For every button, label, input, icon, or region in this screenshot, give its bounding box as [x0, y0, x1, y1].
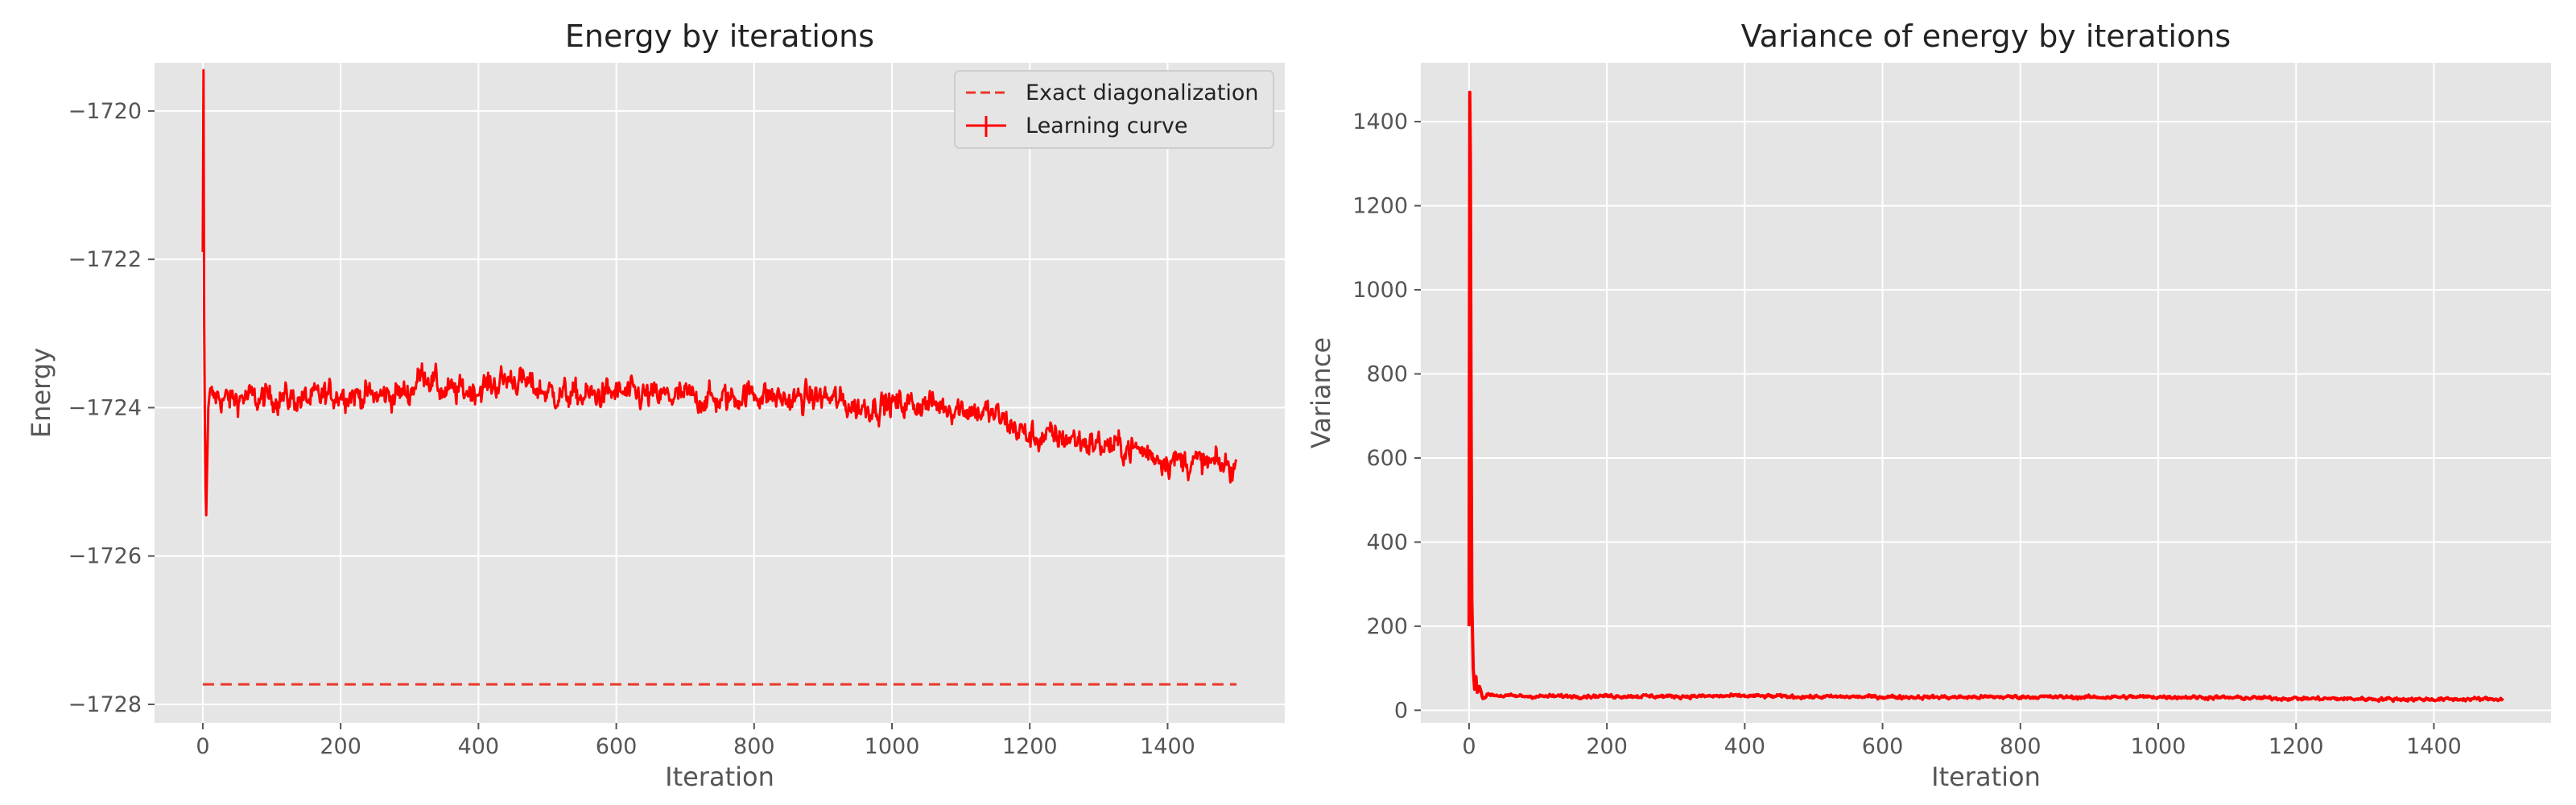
energy-series-group [201, 68, 1238, 686]
x-tick-label: 800 [733, 734, 775, 759]
x-tick-label: 1000 [865, 734, 920, 759]
series-variance-line [1467, 90, 2504, 704]
variance-plot-area [1421, 63, 2551, 723]
x-tick-label: 1200 [2268, 734, 2324, 759]
y-tick-label: 800 [1366, 361, 1408, 386]
variance-x-ticks: 0 200 400 600 800 1000 1200 1400 [1462, 723, 2462, 759]
y-tick-label: 200 [1366, 614, 1408, 639]
x-tick-label: 1200 [1002, 734, 1058, 759]
x-tick-label: 1400 [2406, 734, 2462, 759]
x-tick-label: 200 [1586, 734, 1628, 759]
y-tick-label: 400 [1366, 530, 1408, 555]
x-tick-label: 400 [1724, 734, 1766, 759]
variance-y-axis-label: Variance [1306, 337, 1336, 448]
energy-y-axis-label: Energy [26, 348, 56, 438]
y-tick-label: −1720 [68, 99, 142, 124]
y-tick-label: 600 [1366, 446, 1408, 471]
x-tick-label: 800 [2000, 734, 2041, 759]
variance-chart-title: Variance of energy by iterations [1741, 19, 2231, 54]
variance-series-group [1467, 90, 2504, 704]
energy-x-ticks: 0 200 400 600 800 1000 1200 1400 [196, 723, 1195, 759]
x-tick-label: 0 [1462, 734, 1476, 759]
legend-box [954, 70, 1274, 149]
y-tick-label: −1724 [68, 395, 142, 420]
x-tick-label: 600 [1862, 734, 1904, 759]
y-tick-label: 1000 [1352, 278, 1408, 303]
x-tick-label: 600 [596, 734, 638, 759]
variance-gridlines [1421, 63, 2551, 723]
x-tick-label: 1400 [1140, 734, 1195, 759]
variance-x-axis-label: Iteration [1931, 762, 2041, 792]
energy-legend: Exact diagonalization Learning curve [954, 70, 1274, 149]
variance-chart: 0 200 400 600 800 1000 1200 1400 0 200 400 600 800 1… [1306, 19, 2551, 792]
y-tick-label: −1722 [68, 247, 142, 272]
y-tick-label: −1726 [68, 544, 142, 569]
y-tick-label: 1400 [1352, 109, 1408, 134]
variance-y-ticks: 0 200 400 600 800 1000 1200 1400 [1352, 109, 1421, 723]
series-learning-curve-line [201, 68, 1238, 517]
legend-label-learning-curve: Learning curve [1026, 114, 1187, 138]
x-tick-label: 0 [196, 734, 209, 759]
x-tick-label: 200 [320, 734, 361, 759]
energy-chart-title: Energy by iterations [565, 19, 874, 54]
legend-label-exact-diagonalization: Exact diagonalization [1026, 80, 1259, 105]
energy-chart: 0 200 400 600 800 1000 1200 1400 −1720−1722−172… [26, 19, 1285, 792]
y-tick-label: −1728 [68, 692, 142, 717]
y-tick-label: 1200 [1352, 194, 1408, 219]
x-tick-label: 1000 [2131, 734, 2186, 759]
x-tick-label: 400 [458, 734, 500, 759]
energy-y-ticks: −1720 −1722 −1724 −1726 −1728 [68, 99, 155, 717]
energy-x-axis-label: Iteration [665, 762, 774, 792]
y-tick-label: 0 [1394, 698, 1408, 723]
